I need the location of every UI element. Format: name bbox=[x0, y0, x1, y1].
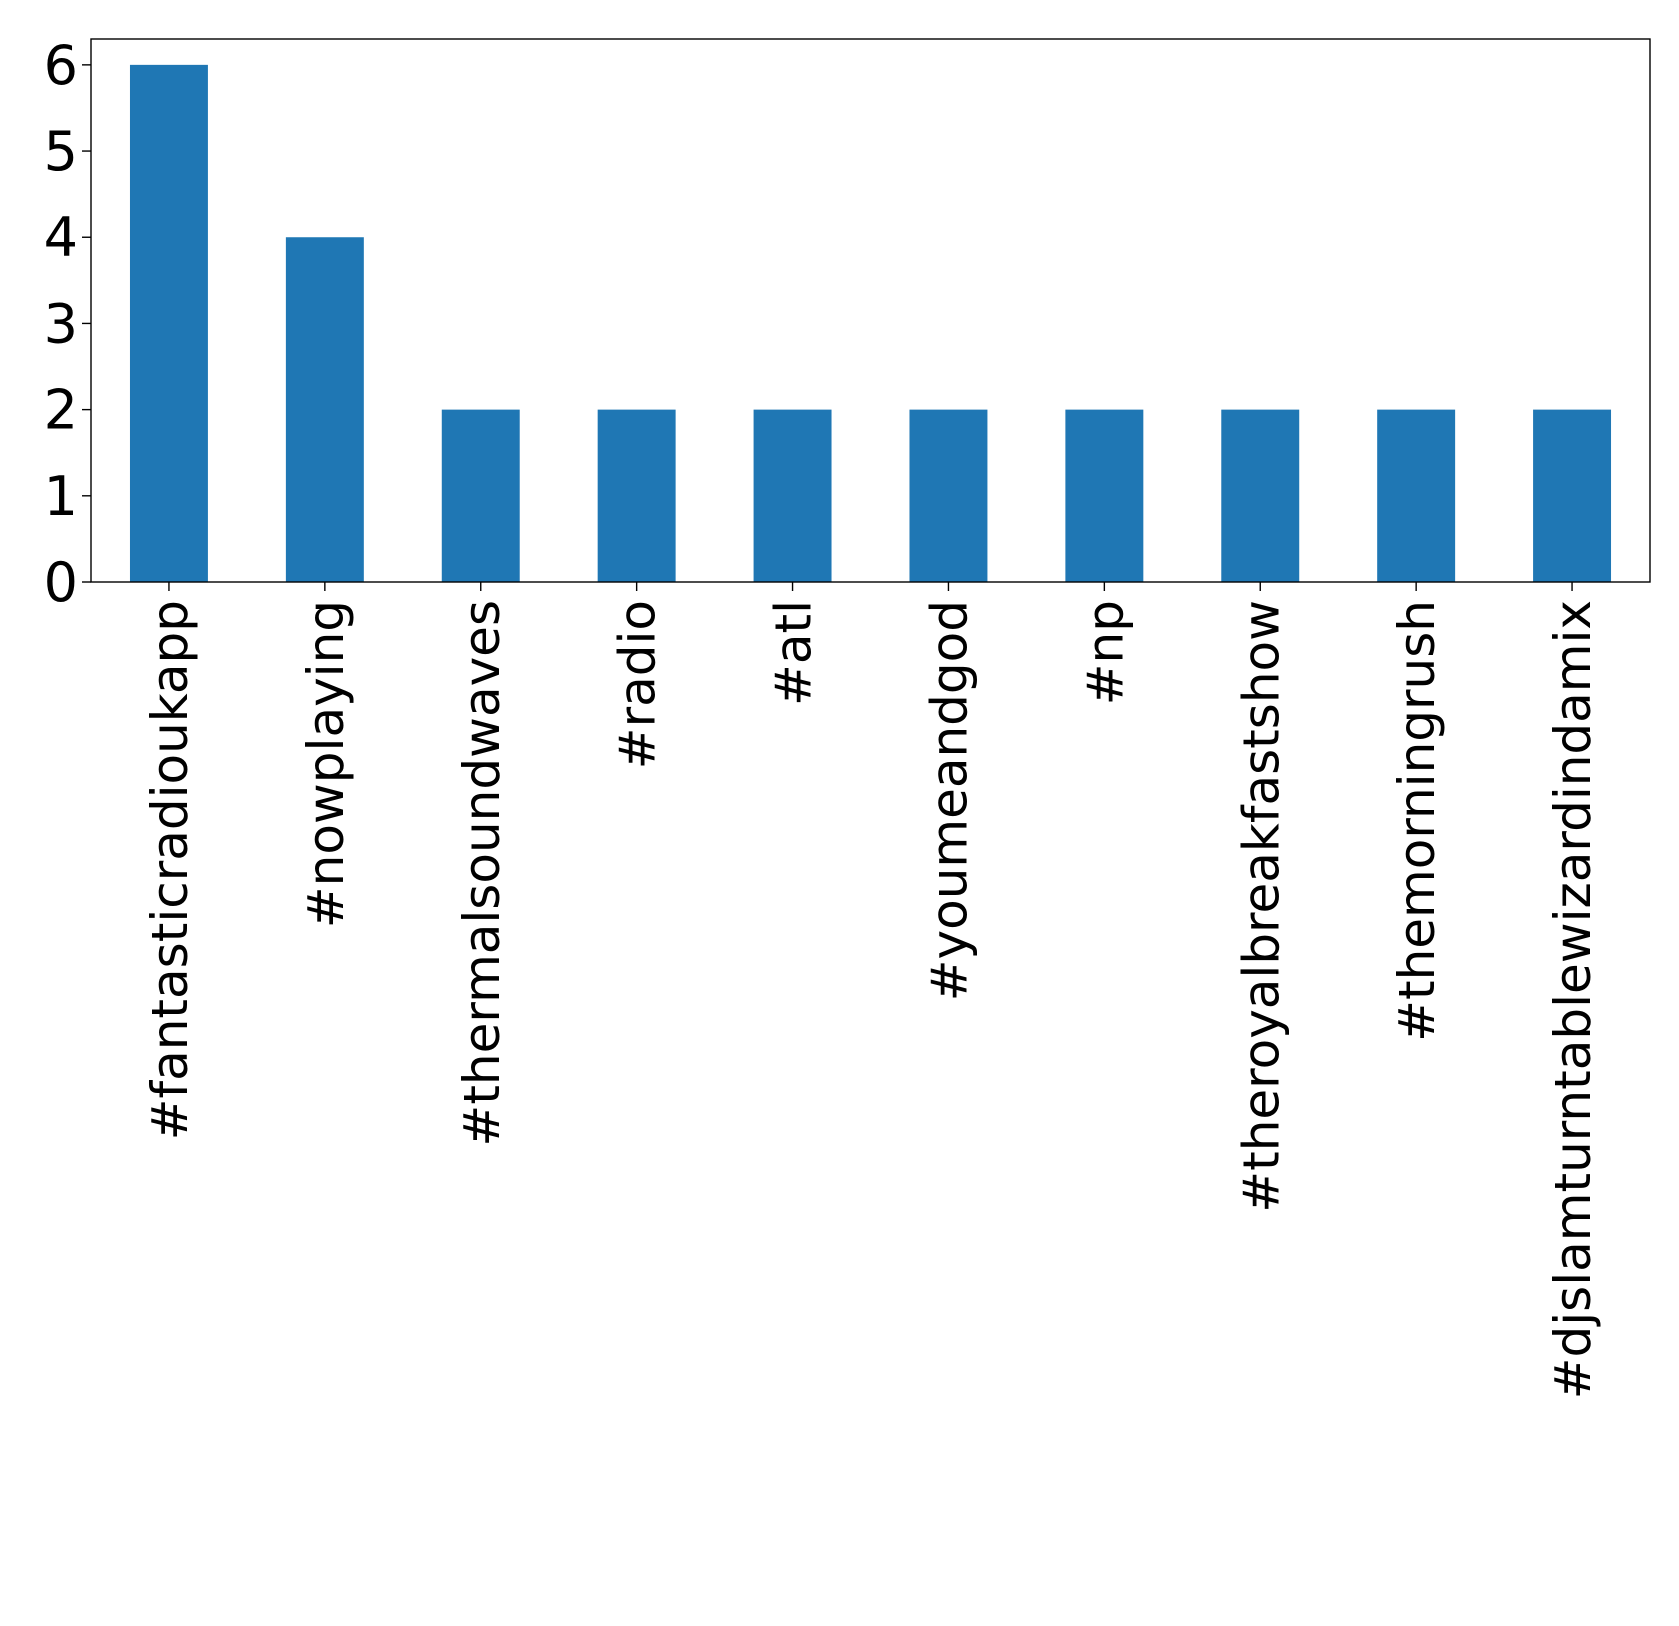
y-tick-label: 0 bbox=[44, 551, 78, 614]
bar bbox=[129, 64, 208, 583]
x-tick-label: #youmeandgod bbox=[920, 600, 978, 1001]
x-tick-label: #djslamturntablewizardindamix bbox=[1544, 600, 1602, 1399]
bar bbox=[1221, 409, 1300, 582]
y-tick-label: 2 bbox=[44, 379, 78, 442]
x-tick-label: #fantasticradioukapp bbox=[141, 600, 199, 1140]
x-tick-label: #themorningrush bbox=[1388, 600, 1446, 1042]
x-tick-label: #radio bbox=[609, 600, 667, 769]
bar bbox=[753, 409, 832, 582]
x-tick-label: #atl bbox=[765, 600, 823, 706]
bars-group bbox=[129, 64, 1612, 583]
y-tick-label: 3 bbox=[44, 292, 78, 355]
y-tick-label: 5 bbox=[44, 120, 78, 183]
x-tick-label: #theroyalbreakfastshow bbox=[1232, 600, 1290, 1213]
bar bbox=[909, 409, 988, 582]
x-tick-label: #nowplaying bbox=[297, 600, 355, 928]
y-tick-label: 6 bbox=[44, 34, 78, 97]
x-axis: #fantasticradioukapp #nowplaying #thermals… bbox=[141, 582, 1602, 1399]
bar bbox=[1377, 409, 1456, 582]
bar bbox=[597, 409, 676, 582]
y-axis: 0 1 2 3 4 5 6 bbox=[44, 34, 91, 614]
y-tick-label: 4 bbox=[44, 206, 78, 269]
bar bbox=[441, 409, 520, 582]
bar bbox=[285, 237, 364, 583]
y-tick-label: 1 bbox=[44, 465, 78, 528]
x-tick-label: #np bbox=[1076, 600, 1134, 705]
bar bbox=[1065, 409, 1144, 582]
plot-frame bbox=[90, 38, 1651, 583]
x-tick-label: #thermalsoundwaves bbox=[453, 600, 511, 1147]
bar bbox=[1533, 409, 1612, 582]
